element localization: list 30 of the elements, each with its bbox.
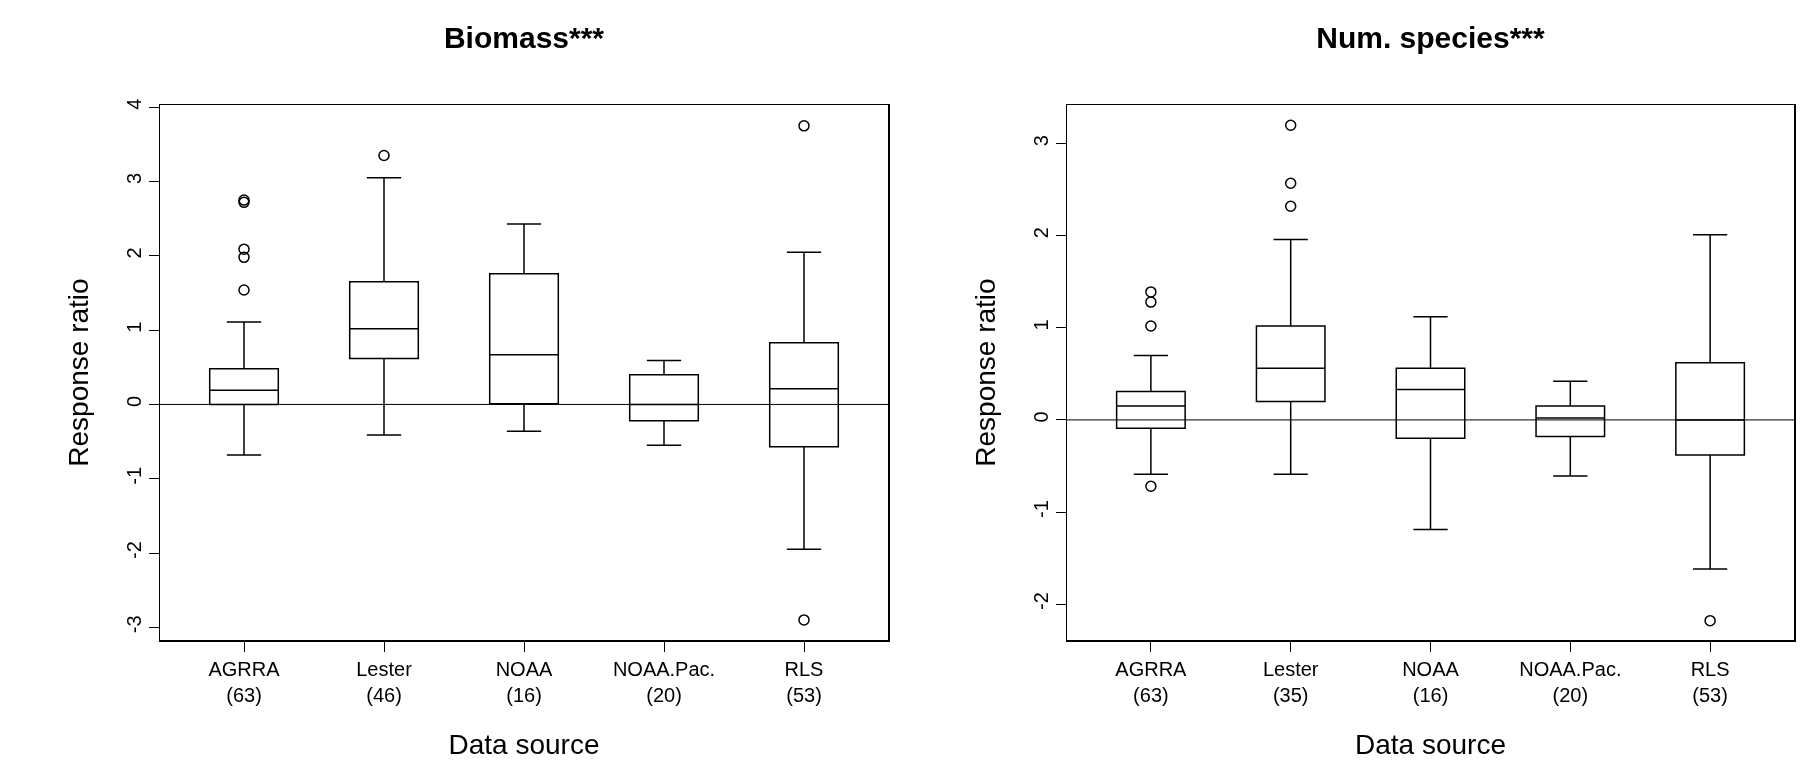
y-tick-label: -1	[1029, 500, 1052, 518]
y-tick-label: 2	[1029, 227, 1052, 239]
x-tick-label: RLS (53)	[1690, 657, 1730, 706]
y-tick-label: -3	[122, 615, 145, 634]
chart-title: Num. species***	[1316, 21, 1546, 55]
y-tick-label: 1	[122, 321, 145, 333]
y-axis-title: Response ratio	[970, 278, 1002, 467]
x-axis-title: Data source	[448, 729, 600, 761]
y-tick-label: 3	[1029, 135, 1052, 147]
y-tick-label: 3	[122, 172, 145, 185]
y-tick-label: 1	[1029, 319, 1052, 331]
x-tick-label: AGRRA (63)	[1115, 657, 1188, 706]
y-axis-title: Response ratio	[63, 278, 95, 467]
x-tick-label: NOAA (16)	[1402, 657, 1460, 706]
x-tick-label: NOAA.Pac. (20)	[1519, 657, 1622, 706]
x-tick-label: Lester (46)	[356, 657, 413, 706]
x-tick-label: NOAA.Pac. (20)	[612, 657, 716, 706]
y-tick-label: -1	[122, 466, 145, 485]
x-tick-label: AGRRA (63)	[208, 657, 281, 706]
y-tick-label: 2	[122, 247, 145, 259]
y-tick-label: 0	[1029, 411, 1052, 423]
y-tick-label: -2	[122, 541, 145, 559]
x-tick-label: NOAA (16)	[495, 657, 553, 706]
x-tick-label: Lester (35)	[1262, 657, 1319, 706]
x-axis-title: Data source	[1355, 729, 1506, 761]
x-tick-label: RLS (53)	[784, 657, 824, 706]
chart-title: Biomass***	[443, 21, 605, 55]
y-tick-label: -2	[1029, 592, 1052, 610]
y-tick-label: 4	[122, 98, 145, 110]
y-tick-label: 0	[122, 395, 145, 408]
